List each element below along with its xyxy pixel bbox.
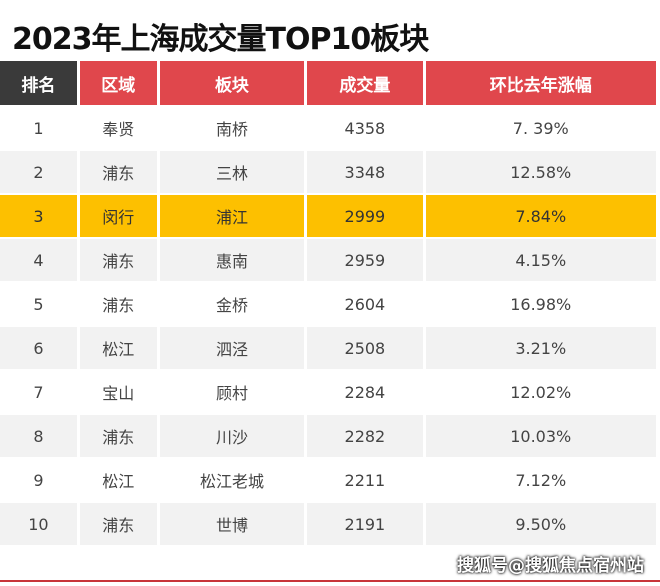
header-area: 板块: [159, 61, 305, 105]
cell-district: 宝山: [79, 371, 157, 413]
table-row: 1 奉贤 南桥 4358 7. 39%: [0, 107, 656, 149]
cell-district: 松江: [79, 459, 157, 501]
cell-growth: 4.15%: [425, 239, 656, 281]
cell-area: 川沙: [159, 415, 305, 457]
cell-volume: 2282: [307, 415, 423, 457]
cell-growth: 12.58%: [425, 151, 656, 193]
cell-area: 三林: [159, 151, 305, 193]
ranking-table: 排名 区域 板块 成交量 环比去年涨幅 1 奉贤 南桥 4358 7. 39% 2 浦东 三林…: [0, 59, 659, 547]
cell-volume: 2604: [307, 283, 423, 325]
cell-area: 浦江: [159, 195, 305, 237]
cell-area: 惠南: [159, 239, 305, 281]
cell-rank: 8: [0, 415, 77, 457]
cell-rank: 2: [0, 151, 77, 193]
cell-area: 金桥: [159, 283, 305, 325]
cell-rank: 1: [0, 107, 77, 149]
cell-growth: 7.84%: [425, 195, 656, 237]
cell-area: 南桥: [159, 107, 305, 149]
cell-district: 奉贤: [79, 107, 157, 149]
table-row: 10 浦东 世博 2191 9.50%: [0, 503, 656, 545]
cell-rank: 3: [0, 195, 77, 237]
cell-rank: 4: [0, 239, 77, 281]
table-row: 4 浦东 惠南 2959 4.15%: [0, 239, 656, 281]
cell-district: 闵行: [79, 195, 157, 237]
table-row: 7 宝山 顾村 2284 12.02%: [0, 371, 656, 413]
cell-growth: 7. 39%: [425, 107, 656, 149]
cell-area: 世博: [159, 503, 305, 545]
table-row: 6 松江 泗泾 2508 3.21%: [0, 327, 656, 369]
table-row: 8 浦东 川沙 2282 10.03%: [0, 415, 656, 457]
cell-district: 松江: [79, 327, 157, 369]
cell-district: 浦东: [79, 503, 157, 545]
bottom-divider: [0, 580, 660, 582]
header-growth: 环比去年涨幅: [425, 61, 656, 105]
table-header: 排名 区域 板块 成交量 环比去年涨幅: [0, 61, 656, 105]
header-volume: 成交量: [307, 61, 423, 105]
cell-rank: 7: [0, 371, 77, 413]
cell-district: 浦东: [79, 415, 157, 457]
cell-growth: 16.98%: [425, 283, 656, 325]
cell-district: 浦东: [79, 151, 157, 193]
watermark: 搜狐号@搜狐焦点宿州站: [457, 556, 644, 576]
cell-growth: 12.02%: [425, 371, 656, 413]
cell-area: 泗泾: [159, 327, 305, 369]
header-rank: 排名: [0, 61, 77, 105]
cell-volume: 2284: [307, 371, 423, 413]
table-row: 5 浦东 金桥 2604 16.98%: [0, 283, 656, 325]
cell-area: 松江老城: [159, 459, 305, 501]
cell-growth: 7.12%: [425, 459, 656, 501]
cell-rank: 9: [0, 459, 77, 501]
cell-district: 浦东: [79, 283, 157, 325]
cell-growth: 10.03%: [425, 415, 656, 457]
cell-rank: 6: [0, 327, 77, 369]
cell-rank: 10: [0, 503, 77, 545]
cell-growth: 9.50%: [425, 503, 656, 545]
cell-rank: 5: [0, 283, 77, 325]
page-title: 2023年上海成交量TOP10板块: [12, 22, 429, 57]
cell-volume: 2959: [307, 239, 423, 281]
cell-growth: 3.21%: [425, 327, 656, 369]
cell-volume: 2191: [307, 503, 423, 545]
table-row: 9 松江 松江老城 2211 7.12%: [0, 459, 656, 501]
table-row: 2 浦东 三林 3348 12.58%: [0, 151, 656, 193]
table-row: 3 闵行 浦江 2999 7.84%: [0, 195, 656, 237]
cell-volume: 4358: [307, 107, 423, 149]
cell-volume: 2508: [307, 327, 423, 369]
cell-volume: 2999: [307, 195, 423, 237]
cell-volume: 3348: [307, 151, 423, 193]
cell-district: 浦东: [79, 239, 157, 281]
cell-area: 顾村: [159, 371, 305, 413]
header-district: 区域: [79, 61, 157, 105]
cell-volume: 2211: [307, 459, 423, 501]
